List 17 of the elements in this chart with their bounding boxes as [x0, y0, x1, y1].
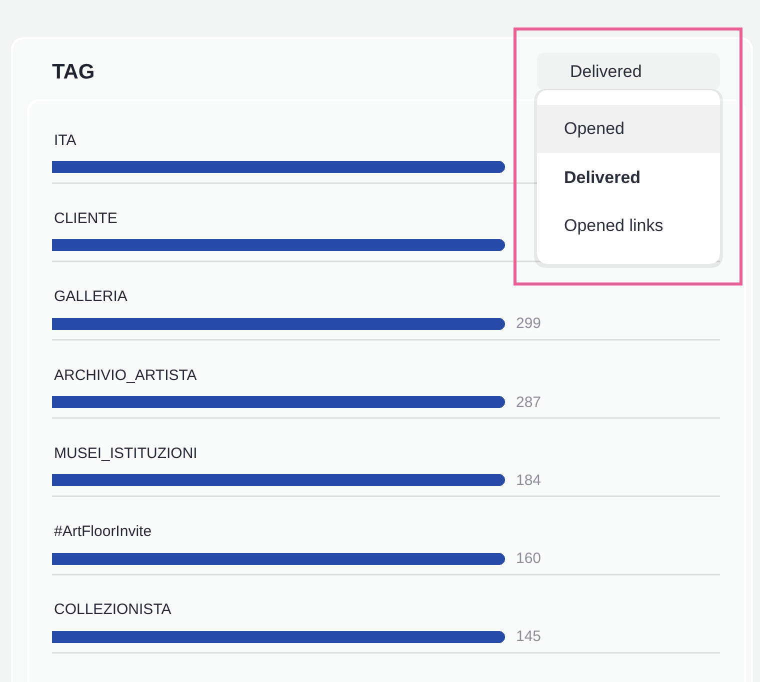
y-tick-label: MUSEI_ISTITUZIONI — [54, 445, 198, 462]
y-tick-label: GALLERIA — [54, 288, 128, 305]
text: Delivered — [570, 62, 642, 81]
text: 184 — [516, 472, 542, 489]
text: 287 — [516, 394, 542, 411]
y-tick-label: COLLEZIONISTA — [54, 601, 172, 618]
y-tick-label: CLIENTE — [54, 210, 118, 227]
text: 145 — [516, 628, 542, 645]
y-tick-label: ARCHIVIO_ARTISTA — [54, 367, 197, 384]
text: 299 — [516, 315, 542, 332]
text: 160 — [516, 550, 542, 567]
chart-title: TAG — [52, 60, 95, 84]
y-tick-label: ITA — [54, 132, 76, 149]
text: Opened links — [564, 216, 664, 235]
y-tick-label: #ArtFloorInvite — [54, 523, 152, 540]
text: Opened — [564, 119, 624, 138]
text: Delivered — [564, 168, 641, 187]
